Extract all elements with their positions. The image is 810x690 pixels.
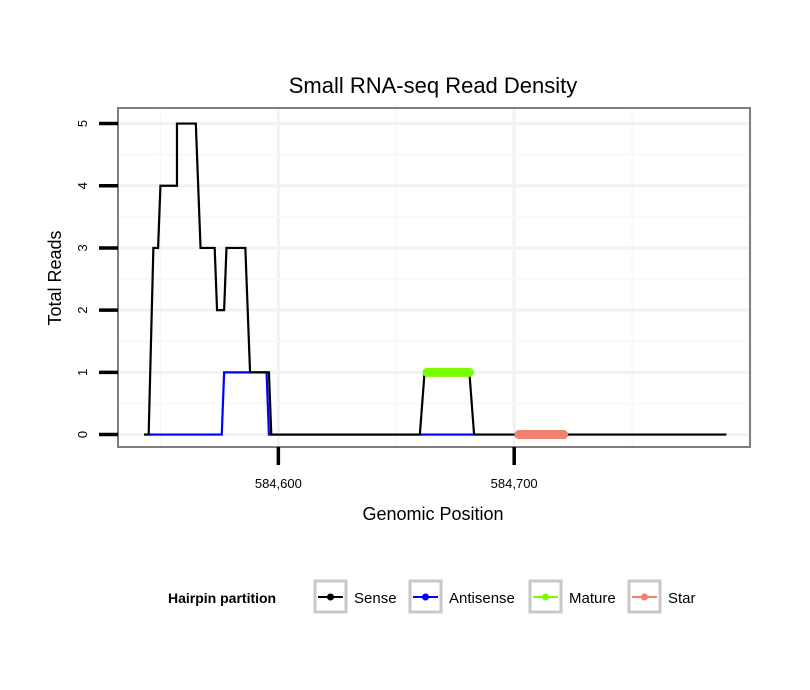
legend-item-mature: Mature — [528, 579, 616, 614]
legend-title: Hairpin partition — [168, 590, 276, 606]
x-tick-label: 584,700 — [491, 476, 538, 491]
y-tick-label: 2 — [75, 307, 90, 314]
legend-item-antisense: Antisense — [408, 579, 515, 614]
series-sense-line — [143, 122, 727, 436]
legend-item-sense: Sense — [313, 579, 397, 614]
y-tick-label: 3 — [75, 244, 90, 251]
plot-panel — [118, 108, 750, 447]
y-tick-label: 4 — [75, 182, 90, 189]
y-tick-label: 0 — [75, 431, 90, 438]
legend: Hairpin partition Sense Antisense Mature Sta… — [168, 579, 696, 614]
legend-key-point — [542, 593, 549, 601]
chart-title: Small RNA-seq Read Density — [289, 73, 578, 98]
legend-label: Mature — [569, 590, 616, 607]
legend-label: Sense — [354, 590, 397, 607]
axes: 0 1 2 3 4 5 584,600 584,700 — [75, 120, 538, 491]
x-tick-label: 584,600 — [255, 476, 302, 491]
legend-key-point — [641, 593, 648, 601]
legend-key-point — [422, 593, 429, 601]
legend-item-star: Star — [627, 579, 696, 614]
legend-key-point — [327, 593, 334, 601]
y-tick-label: 1 — [75, 369, 90, 376]
series-layer — [143, 122, 727, 440]
legend-label: Star — [668, 590, 696, 607]
legend-label: Antisense — [449, 590, 515, 607]
y-tick-label: 5 — [75, 120, 90, 127]
plot-border — [117, 107, 751, 448]
y-axis-title: Total Reads — [45, 230, 65, 325]
x-axis-title: Genomic Position — [362, 504, 503, 524]
